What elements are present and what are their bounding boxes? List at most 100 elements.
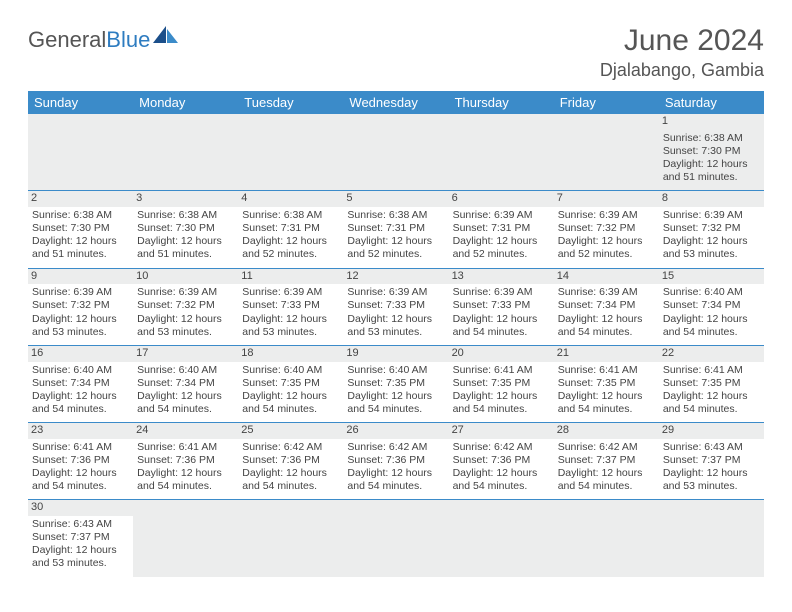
daylight-text: and 54 minutes. — [347, 480, 444, 493]
daylight-text: and 54 minutes. — [32, 480, 129, 493]
sunrise-text: Sunrise: 6:39 AM — [32, 286, 129, 299]
sunrise-text: Sunrise: 6:41 AM — [32, 441, 129, 454]
sunrise-text: Sunrise: 6:42 AM — [558, 441, 655, 454]
daylight-text: Daylight: 12 hours — [137, 390, 234, 403]
calendar-cell: 28Sunrise: 6:42 AMSunset: 7:37 PMDayligh… — [554, 423, 659, 500]
daylight-text: Daylight: 12 hours — [137, 313, 234, 326]
daylight-text: Daylight: 12 hours — [663, 390, 760, 403]
daylight-text: Daylight: 12 hours — [242, 313, 339, 326]
daylight-text: and 51 minutes. — [663, 171, 760, 184]
daylight-text: Daylight: 12 hours — [347, 390, 444, 403]
calendar-cell: 4Sunrise: 6:38 AMSunset: 7:31 PMDaylight… — [238, 191, 343, 268]
sunset-text: Sunset: 7:35 PM — [453, 377, 550, 390]
calendar-cell: 11Sunrise: 6:39 AMSunset: 7:33 PMDayligh… — [238, 268, 343, 345]
sunrise-text: Sunrise: 6:39 AM — [137, 286, 234, 299]
sunset-text: Sunset: 7:33 PM — [347, 299, 444, 312]
day-number: 7 — [554, 191, 659, 207]
daylight-text: and 53 minutes. — [242, 326, 339, 339]
sunset-text: Sunset: 7:36 PM — [242, 454, 339, 467]
day-number: 17 — [133, 346, 238, 362]
sunset-text: Sunset: 7:36 PM — [347, 454, 444, 467]
calendar-cell: 29Sunrise: 6:43 AMSunset: 7:37 PMDayligh… — [659, 423, 764, 500]
calendar-week-row: 30Sunrise: 6:43 AMSunset: 7:37 PMDayligh… — [28, 500, 764, 577]
sunset-text: Sunset: 7:36 PM — [32, 454, 129, 467]
daylight-text: Daylight: 12 hours — [242, 467, 339, 480]
day-number: 19 — [343, 346, 448, 362]
daylight-text: Daylight: 12 hours — [242, 390, 339, 403]
daylight-text: and 54 minutes. — [137, 480, 234, 493]
weekday-header: Thursday — [449, 91, 554, 114]
calendar-cell: 6Sunrise: 6:39 AMSunset: 7:31 PMDaylight… — [449, 191, 554, 268]
title-block: June 2024 Djalabango, Gambia — [600, 24, 764, 81]
daylight-text: Daylight: 12 hours — [558, 235, 655, 248]
sunset-text: Sunset: 7:30 PM — [32, 222, 129, 235]
sunrise-text: Sunrise: 6:38 AM — [32, 209, 129, 222]
day-number: 3 — [133, 191, 238, 207]
daylight-text: Daylight: 12 hours — [453, 467, 550, 480]
daylight-text: and 53 minutes. — [663, 480, 760, 493]
daylight-text: and 54 minutes. — [558, 480, 655, 493]
calendar-cell: 5Sunrise: 6:38 AMSunset: 7:31 PMDaylight… — [343, 191, 448, 268]
logo-text-1: General — [28, 27, 106, 53]
daylight-text: and 54 minutes. — [453, 480, 550, 493]
calendar-week-row: 2Sunrise: 6:38 AMSunset: 7:30 PMDaylight… — [28, 191, 764, 268]
day-number: 5 — [343, 191, 448, 207]
calendar-cell: 30Sunrise: 6:43 AMSunset: 7:37 PMDayligh… — [28, 500, 133, 577]
calendar-week-row: 9Sunrise: 6:39 AMSunset: 7:32 PMDaylight… — [28, 268, 764, 345]
sunset-text: Sunset: 7:37 PM — [663, 454, 760, 467]
sunset-text: Sunset: 7:32 PM — [32, 299, 129, 312]
calendar-cell: 24Sunrise: 6:41 AMSunset: 7:36 PMDayligh… — [133, 423, 238, 500]
sunrise-text: Sunrise: 6:39 AM — [663, 209, 760, 222]
daylight-text: and 52 minutes. — [242, 248, 339, 261]
sunrise-text: Sunrise: 6:39 AM — [558, 286, 655, 299]
daylight-text: and 51 minutes. — [137, 248, 234, 261]
daylight-text: and 54 minutes. — [137, 403, 234, 416]
sunset-text: Sunset: 7:34 PM — [32, 377, 129, 390]
daylight-text: and 52 minutes. — [347, 248, 444, 261]
month-title: June 2024 — [600, 24, 764, 58]
daylight-text: Daylight: 12 hours — [558, 390, 655, 403]
sunset-text: Sunset: 7:33 PM — [453, 299, 550, 312]
daylight-text: and 53 minutes. — [663, 248, 760, 261]
daylight-text: Daylight: 12 hours — [558, 313, 655, 326]
calendar-cell: 17Sunrise: 6:40 AMSunset: 7:34 PMDayligh… — [133, 345, 238, 422]
sunrise-text: Sunrise: 6:41 AM — [453, 364, 550, 377]
calendar-cell: 23Sunrise: 6:41 AMSunset: 7:36 PMDayligh… — [28, 423, 133, 500]
day-number: 21 — [554, 346, 659, 362]
sunrise-text: Sunrise: 6:40 AM — [137, 364, 234, 377]
calendar-cell: 12Sunrise: 6:39 AMSunset: 7:33 PMDayligh… — [343, 268, 448, 345]
daylight-text: and 54 minutes. — [663, 403, 760, 416]
day-number: 29 — [659, 423, 764, 439]
calendar-week-row: 1Sunrise: 6:38 AMSunset: 7:30 PMDaylight… — [28, 114, 764, 191]
weekday-header-row: Sunday Monday Tuesday Wednesday Thursday… — [28, 91, 764, 114]
calendar-cell: 8Sunrise: 6:39 AMSunset: 7:32 PMDaylight… — [659, 191, 764, 268]
sunset-text: Sunset: 7:31 PM — [242, 222, 339, 235]
sunset-text: Sunset: 7:31 PM — [453, 222, 550, 235]
daylight-text: Daylight: 12 hours — [347, 467, 444, 480]
calendar-cell: 15Sunrise: 6:40 AMSunset: 7:34 PMDayligh… — [659, 268, 764, 345]
day-number: 30 — [28, 500, 133, 516]
day-number: 1 — [659, 114, 764, 130]
day-number: 8 — [659, 191, 764, 207]
day-number: 12 — [343, 269, 448, 285]
daylight-text: Daylight: 12 hours — [558, 467, 655, 480]
daylight-text: Daylight: 12 hours — [663, 235, 760, 248]
daylight-text: and 53 minutes. — [137, 326, 234, 339]
calendar-cell — [133, 500, 238, 577]
daylight-text: Daylight: 12 hours — [32, 467, 129, 480]
daylight-text: and 53 minutes. — [32, 326, 129, 339]
day-number: 4 — [238, 191, 343, 207]
sunrise-text: Sunrise: 6:42 AM — [347, 441, 444, 454]
weekday-header: Sunday — [28, 91, 133, 114]
sunset-text: Sunset: 7:32 PM — [558, 222, 655, 235]
daylight-text: Daylight: 12 hours — [137, 467, 234, 480]
daylight-text: and 54 minutes. — [663, 326, 760, 339]
daylight-text: Daylight: 12 hours — [453, 235, 550, 248]
calendar-cell: 7Sunrise: 6:39 AMSunset: 7:32 PMDaylight… — [554, 191, 659, 268]
daylight-text: and 53 minutes. — [32, 557, 129, 570]
sunset-text: Sunset: 7:37 PM — [32, 531, 129, 544]
sunrise-text: Sunrise: 6:39 AM — [242, 286, 339, 299]
day-number: 24 — [133, 423, 238, 439]
calendar-cell — [554, 500, 659, 577]
day-number: 10 — [133, 269, 238, 285]
